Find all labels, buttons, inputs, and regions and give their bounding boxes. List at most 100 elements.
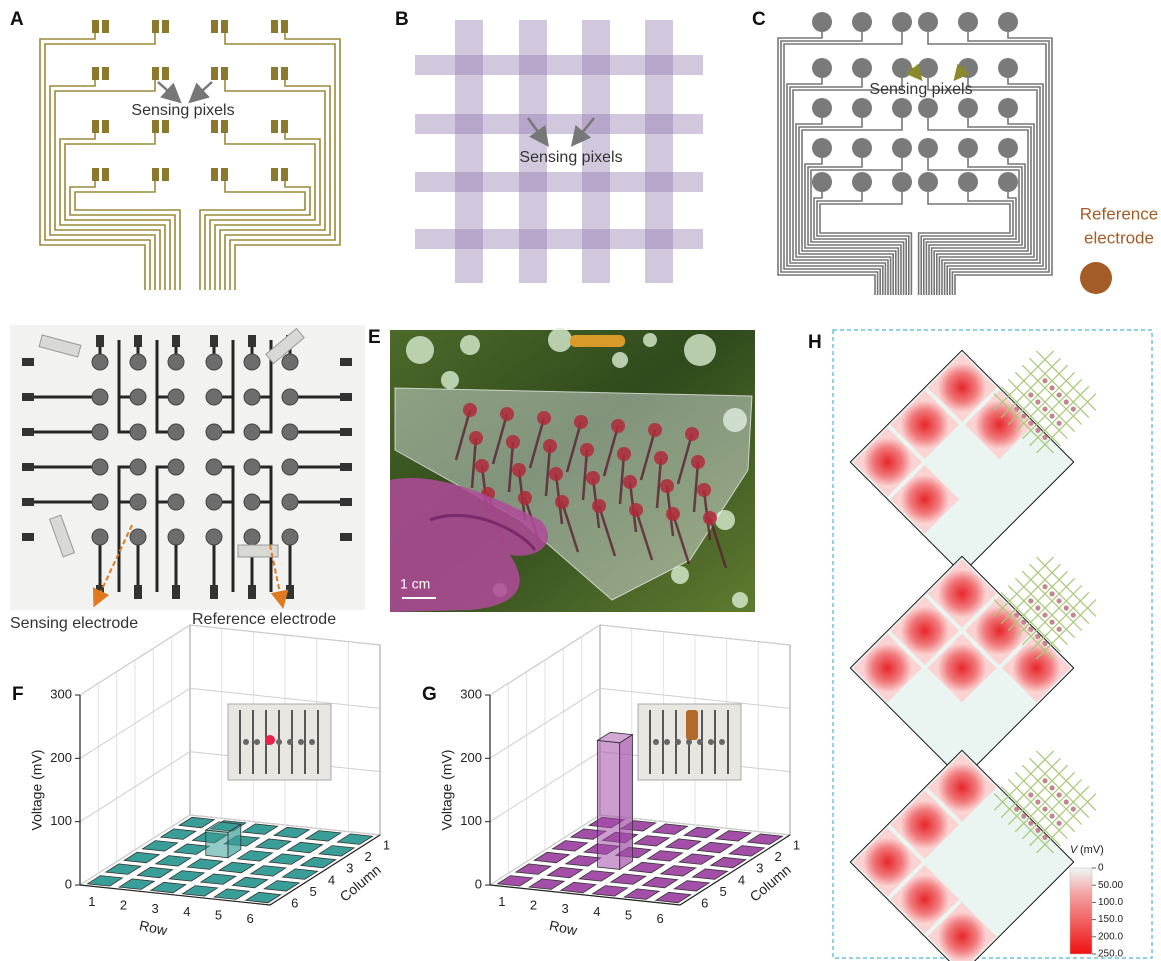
pad: [221, 120, 228, 133]
column-tick-label: 3: [756, 861, 763, 876]
reference-electrode-label: Reference electrode: [192, 611, 336, 628]
inset-dot: [1063, 799, 1069, 805]
inset-dot: [1035, 827, 1041, 833]
inset-dot: [1042, 778, 1048, 784]
grid-line: [489, 687, 601, 759]
lead: [491, 413, 509, 465]
lead: [528, 417, 546, 469]
colorbar-tick-label: 100.0: [1098, 897, 1123, 908]
electrode: [475, 459, 489, 473]
pad: [221, 20, 228, 33]
tile: [551, 840, 589, 852]
tile: [218, 861, 256, 874]
panel-e: 1 cm: [390, 328, 755, 612]
trace: [920, 192, 1014, 295]
inset-line: [1000, 386, 1061, 447]
inset-electrode: [309, 739, 315, 745]
inset-line: [1021, 378, 1083, 440]
inset-electrode: [276, 739, 282, 745]
lead: [544, 445, 552, 497]
sky-spot: [732, 592, 748, 608]
sky-spot: [643, 333, 657, 347]
inset-dot: [1042, 834, 1048, 840]
electrode: [129, 423, 147, 441]
inset-dot: [1070, 406, 1076, 412]
electrode: [167, 458, 185, 476]
inset-electrode: [686, 739, 692, 745]
electrode: [281, 388, 299, 406]
tile: [173, 843, 211, 855]
tile: [159, 828, 197, 840]
inset-electrode: [653, 739, 659, 745]
contact: [248, 585, 256, 599]
inset-dot: [1042, 434, 1048, 440]
colorbar-tick-label: 200.0: [1098, 931, 1123, 942]
tile: [683, 826, 721, 839]
colorbar-tick-label: 150.0: [1098, 914, 1123, 925]
trace: [795, 118, 892, 295]
electrode: [623, 475, 637, 489]
pad: [281, 20, 288, 33]
tile: [231, 876, 269, 889]
tile: [633, 835, 671, 847]
bar-face: [619, 733, 633, 871]
column-tick-label: 1: [383, 837, 390, 852]
inset-electrode: [719, 739, 725, 745]
trace: [214, 133, 321, 290]
electrode: [543, 439, 557, 453]
tile: [659, 865, 697, 877]
floor-edge: [489, 834, 791, 906]
colorbar-tick-label: 250.0: [1098, 949, 1123, 960]
electrode: [617, 447, 631, 461]
tile: [136, 866, 174, 879]
inset-dot: [1049, 813, 1055, 819]
lead: [671, 513, 691, 565]
sensing-pixel: [958, 98, 978, 118]
panel-label: C: [752, 9, 766, 30]
tile: [514, 863, 552, 875]
trace: [783, 32, 903, 295]
column-tick-label: 6: [291, 896, 298, 911]
electrode: [205, 458, 223, 476]
inset-dot: [1063, 399, 1069, 405]
contact: [22, 428, 34, 436]
tile: [678, 853, 716, 865]
trace: [804, 158, 900, 295]
electrode: [469, 431, 483, 445]
trace: [69, 181, 176, 290]
heatmap: [849, 749, 1075, 961]
contact: [172, 585, 180, 599]
panel-label: H: [808, 332, 822, 353]
inset-dot: [1056, 392, 1062, 398]
electrode: [167, 423, 185, 441]
pad: [162, 20, 169, 33]
lead: [602, 425, 620, 477]
electrode: [281, 528, 299, 546]
inset-electrode: [675, 739, 681, 745]
trace: [59, 133, 166, 290]
annotation: Sensing pixels: [519, 149, 622, 166]
sensing-pixel: [812, 138, 832, 158]
sky-spot: [441, 371, 459, 389]
pad: [92, 120, 99, 133]
sensing-pixel: [852, 98, 872, 118]
inset-dot: [1028, 392, 1034, 398]
electrode: [243, 423, 261, 441]
contact: [134, 585, 142, 599]
annotation: Sensing pixels: [869, 81, 972, 98]
grid-line: [79, 687, 191, 759]
z-tick-label: 300: [460, 686, 482, 701]
contact: [340, 498, 352, 506]
z-tick-label: 100: [460, 813, 482, 828]
scale-bar-label: 1 cm: [400, 576, 430, 592]
pad: [102, 168, 109, 181]
y-axis-label: Voltage (mV): [439, 750, 455, 831]
column-axis-label: Column: [747, 861, 794, 904]
trace: [224, 80, 331, 290]
sensing-pixel: [958, 12, 978, 32]
tile: [244, 891, 282, 904]
inset-dot: [1049, 619, 1055, 625]
sensing-pixel: [852, 58, 872, 78]
